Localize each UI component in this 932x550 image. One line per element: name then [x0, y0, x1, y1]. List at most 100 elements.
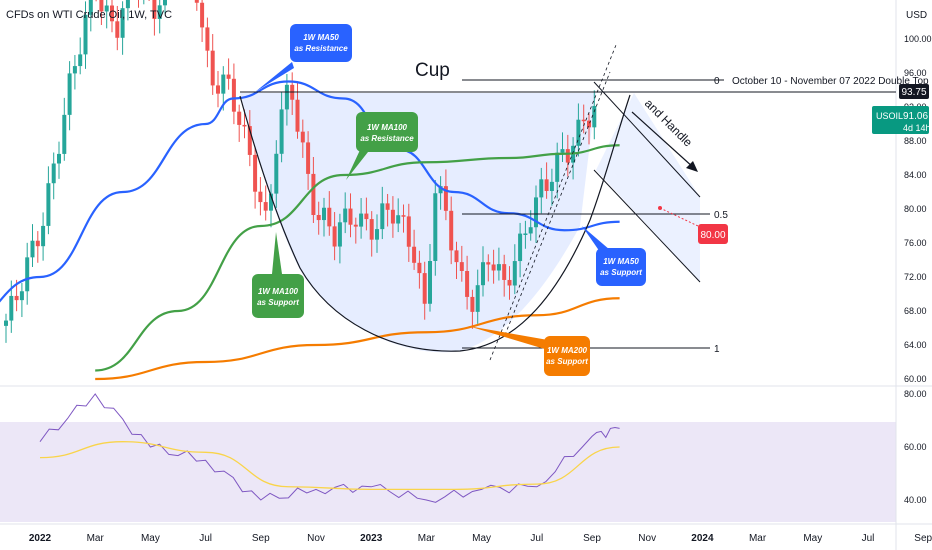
rsi-axis[interactable]: 40.00 60.00 80.00 [904, 389, 927, 505]
candle-body [438, 186, 443, 194]
time-axis[interactable]: 2022 Mar May Jul Sep Nov 2023 Mar May Jul Sep Nov 20… [29, 533, 932, 544]
callout-ma100-support: 1W MA100 as Support [252, 232, 304, 318]
candle-body [560, 149, 565, 153]
callout-ma50-resistance-line2: as Resistance [294, 44, 348, 53]
target-value: 80.00 [700, 230, 725, 241]
candle-body [359, 213, 364, 227]
time-tick-3: Jul [199, 533, 212, 544]
rsi-band [0, 422, 896, 522]
time-tick-9: Jul [530, 533, 543, 544]
candle-body [576, 119, 581, 146]
candle-body [327, 207, 332, 227]
candle-body [332, 226, 337, 247]
time-tick-8: May [472, 533, 491, 544]
callout-ma50-support: 1W MA50 as Support [582, 226, 646, 286]
cup-label: Cup [415, 60, 450, 81]
candle-body [428, 260, 432, 304]
time-tick-1: Mar [87, 533, 105, 544]
rsi-tick-0: 40.00 [904, 495, 927, 505]
handle-upper-line [593, 81, 701, 198]
candle-body [269, 193, 273, 211]
candle-body [25, 257, 30, 292]
candle-body [247, 126, 252, 155]
candle-body [4, 320, 8, 326]
time-tick-12: 2024 [691, 533, 714, 544]
candle-body [369, 219, 374, 240]
candle-body [205, 27, 210, 51]
target-badge [698, 224, 728, 244]
handle-arrow-head [686, 161, 698, 172]
candle-body [83, 14, 88, 55]
callout-ma50-resistance-line1: 1W MA50 [303, 33, 339, 42]
candle-body [502, 264, 507, 280]
time-tick-16: Sep [914, 533, 932, 544]
candle-body [67, 73, 72, 115]
high-price-tag-value: 93.75 [901, 87, 926, 98]
candle-body [587, 120, 591, 128]
candle-body [274, 153, 279, 194]
candle-body [459, 262, 464, 271]
candle-body [311, 173, 316, 215]
moving-averages [0, 80, 620, 381]
symbol-label: USOIL [876, 111, 903, 121]
candle-body [353, 224, 358, 227]
candle-body [226, 74, 231, 79]
rsi-tick-1: 60.00 [904, 442, 927, 452]
candle-body [454, 250, 459, 263]
candle-body [549, 181, 554, 191]
callout-ma100-resistance-line2: as Resistance [360, 134, 414, 143]
candle-body [322, 207, 326, 221]
candle-body [507, 279, 512, 286]
candle-body [194, 0, 199, 3]
price-tick-6: 84.00 [904, 170, 927, 180]
handle-lower-line [593, 169, 701, 283]
candle-body [46, 183, 51, 226]
price-tick-9: 96.00 [904, 68, 927, 78]
time-tick-15: Jul [862, 533, 875, 544]
candle-body [300, 131, 305, 143]
candle-body [99, 0, 104, 12]
candle-body [422, 273, 427, 304]
candle-body [72, 66, 77, 74]
candle-body [216, 85, 220, 94]
handle-channel-fill [596, 93, 700, 282]
candle-body [385, 203, 390, 210]
chart-title: CFDs on WTI Crude Oil, 1W, TVC [6, 9, 172, 21]
current-price-tag [872, 106, 929, 134]
candle-body [125, 0, 130, 9]
candle-body [512, 261, 517, 286]
time-tick-2: May [141, 533, 160, 544]
candle-body [279, 109, 284, 154]
ma-line-2 [95, 297, 620, 381]
candle-body [200, 2, 205, 28]
candle-body [41, 225, 46, 247]
candle-body [544, 179, 549, 191]
candle-body [412, 246, 417, 263]
candle-body [14, 295, 19, 301]
support-trendline-2 [504, 71, 611, 336]
time-tick-11: Nov [638, 533, 656, 544]
callout-ma200-support-line2: as Support [546, 357, 588, 366]
time-tick-13: Mar [749, 533, 767, 544]
candle-body [491, 264, 496, 271]
candle-body [470, 296, 475, 312]
candle-body [406, 216, 411, 247]
candle-body [555, 152, 560, 182]
candle-body [120, 8, 125, 38]
candle-body [380, 203, 385, 230]
ma-line-0 [0, 80, 620, 303]
candle-body [115, 21, 120, 38]
time-tick-14: May [803, 533, 822, 544]
price-tick-2: 68.00 [904, 306, 927, 316]
candle-body [433, 193, 438, 261]
candle-body [348, 208, 353, 225]
price-tick-4: 76.00 [904, 238, 927, 248]
price-tick-5: 80.00 [904, 204, 927, 214]
candle-body [449, 210, 454, 251]
candle-body [528, 227, 533, 234]
candle-body [523, 233, 528, 235]
candle-body [534, 197, 538, 228]
support-trendline [489, 44, 617, 361]
candle-body [375, 229, 379, 240]
